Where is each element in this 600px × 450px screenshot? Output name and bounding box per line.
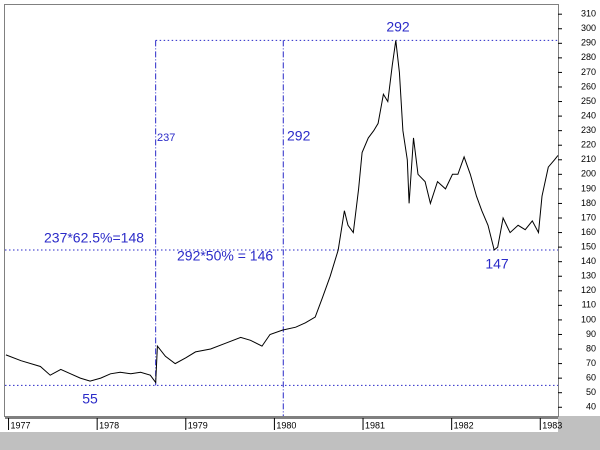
scroll-corner: [558, 416, 600, 432]
x-tick-label: 1983: [542, 420, 562, 430]
y-tick-label: 50: [586, 387, 596, 397]
y-tick-label: 270: [581, 67, 596, 77]
y-tick-label: 220: [581, 140, 596, 150]
y-tick-label: 90: [586, 329, 596, 339]
plot-frame: [4, 4, 559, 417]
y-tick-label: 150: [581, 241, 596, 251]
y-tick-label: 170: [581, 212, 596, 222]
y-tick-label: 60: [586, 373, 596, 383]
annotation: 237*62.5%=148: [44, 230, 144, 246]
status-bar: [0, 432, 600, 450]
y-tick-label: 80: [586, 343, 596, 353]
y-tick-label: 130: [581, 271, 596, 281]
x-tick-label: 1981: [365, 420, 385, 430]
y-tick-label: 260: [581, 81, 596, 91]
x-tick-label: 1980: [276, 420, 296, 430]
y-tick-label: 160: [581, 227, 596, 237]
y-tick-label: 70: [586, 358, 596, 368]
y-tick-label: 140: [581, 256, 596, 266]
annotation: 292*50% = 146: [177, 248, 273, 264]
annotation: 292: [386, 19, 410, 35]
y-tick-label: 180: [581, 198, 596, 208]
annotation: 292: [287, 128, 311, 144]
x-tick-label: 1979: [188, 420, 208, 430]
y-tick-label: 110: [582, 300, 596, 310]
y-tick-label: 310: [581, 9, 596, 19]
annotation: 237: [157, 132, 175, 144]
y-tick-label: 200: [581, 169, 596, 179]
x-tick-label: 1982: [454, 420, 474, 430]
y-tick-label: 280: [581, 52, 596, 62]
annotation: 147: [485, 256, 509, 272]
y-tick-label: 100: [581, 314, 596, 324]
y-tick-label: 40: [586, 402, 596, 412]
y-tick-label: 290: [581, 38, 596, 48]
y-tick-label: 120: [581, 285, 596, 295]
annotation: 55: [82, 391, 98, 407]
y-tick-label: 230: [581, 125, 596, 135]
y-axis-panel: [558, 0, 600, 450]
y-tick-label: 190: [581, 183, 596, 193]
x-tick-label: 1977: [11, 420, 31, 430]
x-tick-label: 1978: [99, 420, 119, 430]
y-tick-label: 240: [581, 110, 596, 120]
y-tick-label: 210: [581, 154, 596, 164]
price-line: [5, 40, 559, 384]
y-tick-label: 300: [581, 23, 596, 33]
y-tick-label: 250: [581, 96, 596, 106]
